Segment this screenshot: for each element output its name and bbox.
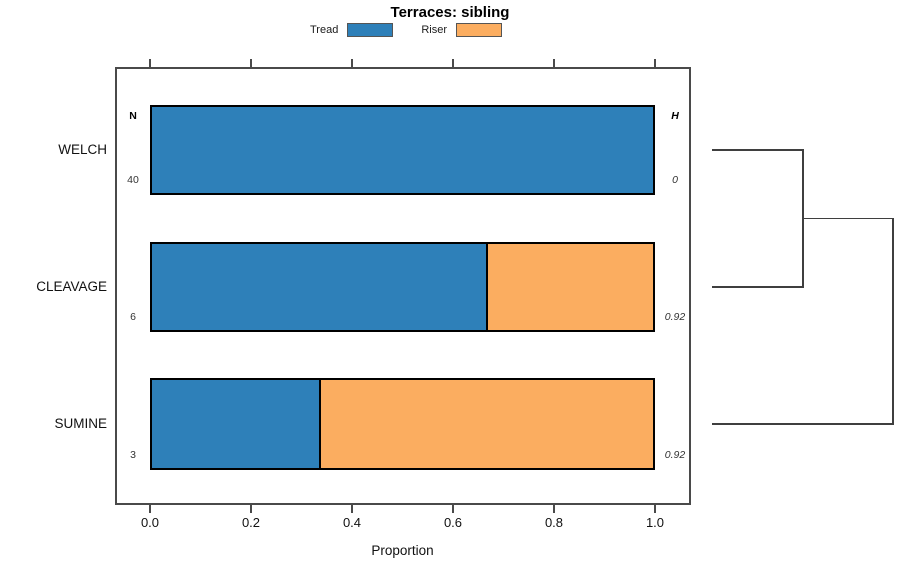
n-column-header: N [129,110,137,122]
legend-item-riser: Riser [421,23,502,37]
x-axis-title: Proportion [371,543,434,558]
dendro-root-vertical [892,217,894,425]
x-tick-label-0.6: 0.6 [443,515,463,530]
dendro-merge1-to-root [803,217,893,220]
x-tick-bottom-0.8 [553,505,555,513]
bar-welch [150,105,655,195]
legend-label-tread: Tread [310,24,339,36]
x-tick-top-1.0 [654,59,656,67]
legend-swatch-tread [347,23,394,37]
h-column-header: H [671,110,679,122]
legend-item-tread: Tread [310,23,394,37]
x-tick-top-0.4 [351,59,353,67]
h-value-sumine: 0.92 [664,449,686,461]
bar-segment-tread-welch [152,107,653,193]
dendro-leaf-welch [712,149,803,151]
x-tick-top-0.6 [452,59,454,67]
legend-label-riser: Riser [421,24,447,36]
x-tick-bottom-1.0 [654,505,656,513]
category-label-sumine: SUMINE [54,416,107,431]
h-value-cleavage: 0.92 [664,311,686,323]
x-tick-label-0.4: 0.4 [342,515,362,530]
x-tick-label-1.0: 1.0 [645,515,665,530]
n-value-sumine: 3 [130,449,136,461]
bar-segment-riser-sumine [318,380,653,468]
bar-segment-riser-cleavage [486,244,653,330]
category-label-cleavage: CLEAVAGE [36,279,107,294]
bar-segment-tread-cleavage [152,244,487,330]
bar-segment-tread-sumine [152,380,319,468]
x-tick-label-0.8: 0.8 [544,515,564,530]
x-tick-bottom-0.2 [250,505,252,513]
x-tick-top-0.2 [250,59,252,67]
x-tick-top-0.8 [553,59,555,67]
legend-swatch-riser [456,23,502,37]
dendro-leaf-cleavage [712,286,803,288]
x-tick-label-0.0: 0.0 [140,515,160,530]
category-label-welch: WELCH [58,142,107,157]
x-tick-top-0.0 [149,59,151,67]
x-tick-bottom-0.6 [452,505,454,513]
plot-area-border [115,67,691,505]
legend: Tread Riser [310,23,502,37]
chart-title: Terraces: sibling [390,4,510,21]
x-tick-bottom-0.0 [149,505,151,513]
h-value-welch: 0 [672,174,678,186]
x-tick-label-0.2: 0.2 [241,515,261,530]
x-tick-bottom-0.4 [351,505,353,513]
n-value-welch: 40 [127,174,139,186]
bar-cleavage [150,242,655,332]
dendro-leaf-sumine [712,423,893,425]
n-value-cleavage: 6 [130,311,136,323]
bar-sumine [150,378,655,470]
